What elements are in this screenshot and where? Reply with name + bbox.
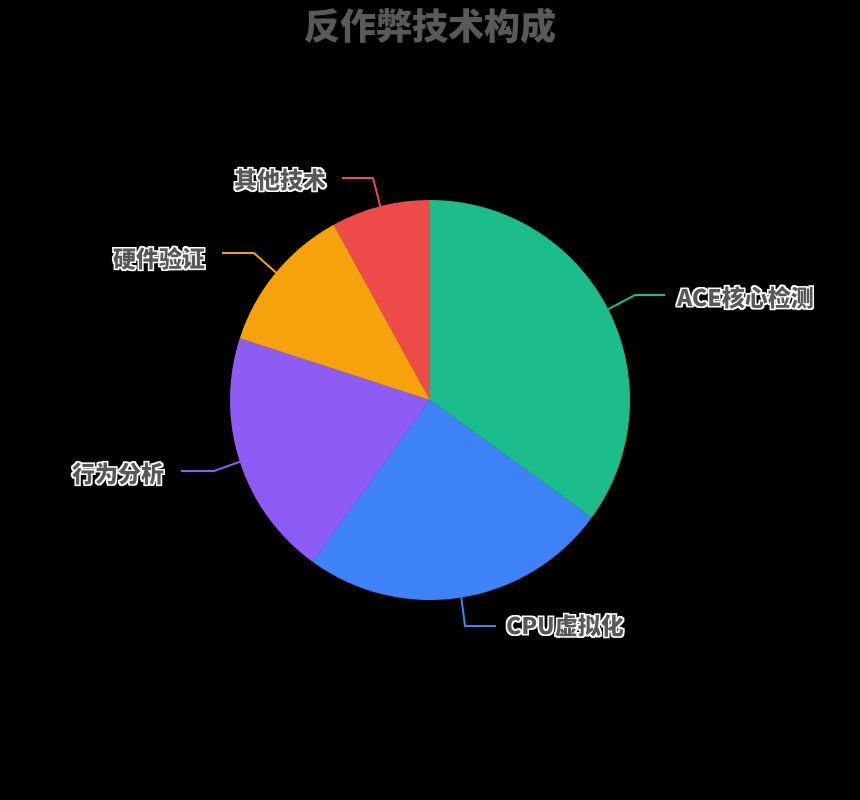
svg-text:其他技术: 其他技术 xyxy=(234,161,326,195)
svg-text:ACE核心检测: ACE核心检测 xyxy=(676,279,814,313)
svg-text:CPU虚拟化: CPU虚拟化 xyxy=(506,607,624,641)
svg-text:行为分析: 行为分析 xyxy=(72,455,164,489)
svg-text:硬件验证: 硬件验证 xyxy=(113,240,205,274)
